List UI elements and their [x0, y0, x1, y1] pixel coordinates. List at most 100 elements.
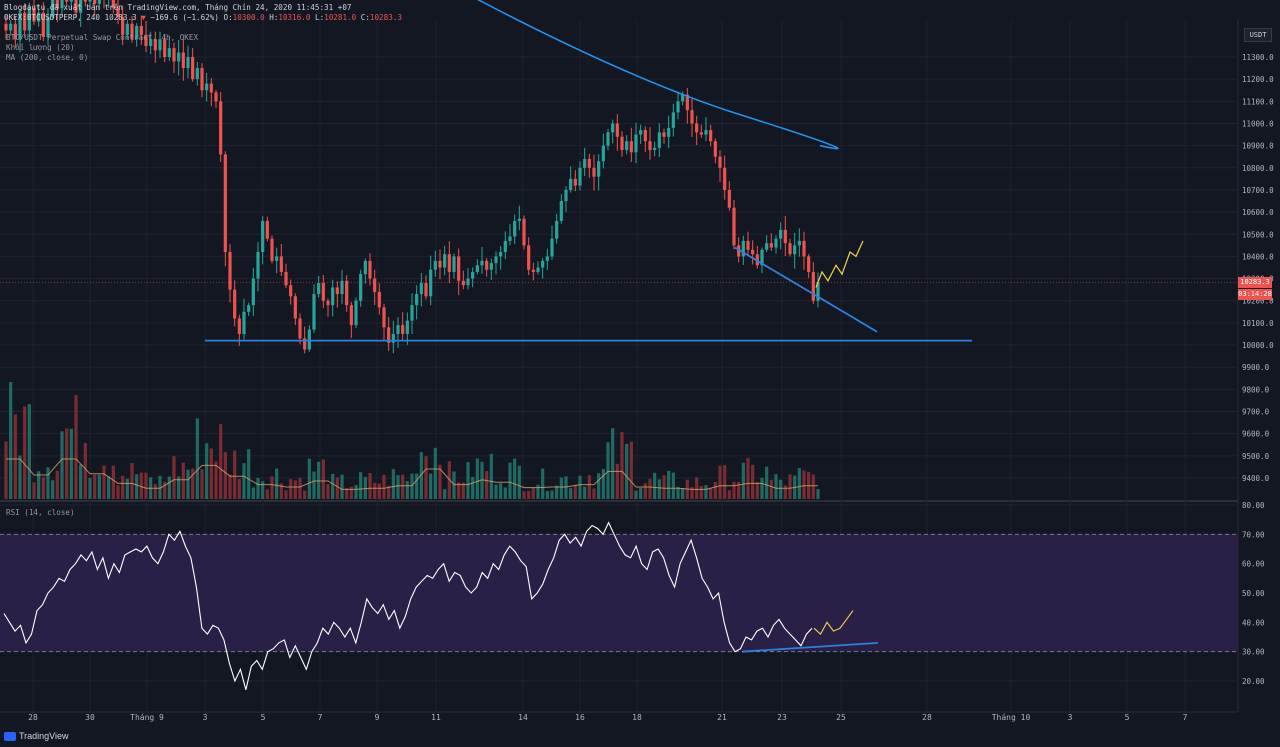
candle-body [4, 23, 8, 31]
candle-body [559, 201, 563, 221]
candle-body [79, 0, 83, 13]
volume-bar [130, 463, 134, 499]
contract-legend[interactable]: BTC/USDT Perpetual Swap Contract, 4h, OK… [6, 33, 199, 42]
volume-bar [578, 475, 582, 499]
date-tick-label: Tháng 9 [130, 713, 164, 722]
candle-body [751, 249, 755, 255]
volume-bar [788, 474, 792, 499]
rsi-legend[interactable]: RSI (14, close) [6, 508, 75, 517]
currency-badge[interactable]: USDT [1244, 28, 1272, 42]
date-tick-label: 9 [375, 713, 380, 722]
candle-body [690, 110, 694, 124]
candle-body [653, 147, 657, 151]
date-tick-label: 11 [431, 713, 441, 722]
volume-bar [457, 482, 461, 499]
candle-body [69, 0, 73, 2]
candle-body [536, 267, 540, 272]
volume-bar [639, 487, 643, 499]
candle-body [247, 305, 251, 312]
candle-body [321, 283, 325, 301]
volume-bar [289, 479, 293, 499]
volume-bar [219, 424, 223, 499]
candle-body [788, 243, 792, 255]
publish-line: Blogdautu đã xuất bản trên TradingView.c… [4, 3, 352, 12]
volume-bar [662, 475, 666, 499]
symbol-line: OKEX:BTCUSDTPERP, 240 10283.3 ▼ −169.6 (… [4, 13, 402, 23]
close-label: C: [360, 13, 370, 22]
candle-body [326, 300, 330, 306]
candle-body [755, 254, 759, 266]
volume-bar [475, 458, 479, 499]
candle-body [415, 294, 419, 306]
ma-legend[interactable]: MA (200, close, 0) [6, 53, 89, 62]
candle-body [172, 48, 176, 62]
volume-bar [4, 441, 8, 499]
volume-bar [32, 482, 36, 499]
candle-body [517, 218, 521, 221]
volume-bar [634, 490, 638, 499]
volume-bar [419, 452, 423, 499]
volume-bar [312, 471, 316, 499]
last-price: 10283.3 [104, 13, 137, 22]
candle-body [807, 256, 811, 272]
price-tick-label: 10500.0 [1242, 230, 1274, 239]
candle-body [769, 243, 773, 248]
volume-bar [65, 428, 69, 499]
candle-body [405, 320, 409, 334]
candle-body [317, 283, 321, 295]
candle-body [116, 8, 120, 18]
candle-body [583, 158, 587, 168]
candle-body [275, 256, 279, 261]
volume-bar [223, 452, 227, 499]
price-tick-label: 10100.0 [1242, 319, 1274, 328]
date-tick-label: 30 [85, 713, 95, 722]
volume-bar [452, 471, 456, 499]
candle-body [625, 141, 629, 151]
volume-bar [88, 478, 92, 499]
candle-body [639, 130, 643, 135]
price-tick-label: 10800.0 [1242, 164, 1274, 173]
candle-body [555, 220, 559, 239]
rsi-tick-label: 50.00 [1242, 589, 1265, 598]
volume-bar [13, 414, 17, 499]
volume-bar [681, 488, 685, 499]
volume-bar [536, 484, 540, 499]
candle-body [732, 207, 736, 246]
volume-bar [746, 457, 750, 499]
candle-body [615, 123, 619, 137]
candle-body [256, 251, 260, 279]
candle-body [37, 12, 41, 22]
candle-body [699, 132, 703, 135]
price-tick-label: 9800.0 [1242, 385, 1270, 394]
volume-bar [671, 472, 675, 499]
volume-legend[interactable]: Khối lượng (20) [6, 43, 75, 52]
candle-body [340, 280, 344, 295]
time-axis[interactable]: 28 30 Tháng 9 3 5 7 9 11 14 16 18 21 23 25 28 Tháng 10 3… [28, 713, 1187, 722]
candle-body [83, 0, 87, 2]
volume-bar [695, 477, 699, 499]
volume-bar [522, 491, 526, 499]
candle-body [349, 305, 353, 326]
price-change: −169.6 (−1.62%) [150, 13, 219, 22]
price-tick-label: 10700.0 [1242, 186, 1274, 195]
candle-body [387, 327, 391, 343]
volume-bar [573, 484, 577, 499]
candle-body [601, 145, 605, 162]
price-tick-label: 11000.0 [1242, 119, 1274, 128]
price-tick-label: 11100.0 [1242, 97, 1274, 106]
candle-body [592, 167, 596, 177]
volume-bar [531, 487, 535, 499]
volume-bar [494, 484, 498, 499]
candle-body [13, 23, 17, 40]
price-axis[interactable]: 11300.0 11200.0 11100.0 11000.0 10900.0 10800… [1242, 53, 1274, 686]
candle-body [550, 238, 554, 257]
candle-body [289, 285, 293, 297]
tradingview-logo[interactable]: TradingView [4, 731, 69, 741]
candle-body [261, 220, 265, 252]
volume-bar [615, 463, 619, 499]
chart-header: Blogdautu đã xuất bản trên TradingView.c… [4, 3, 402, 23]
volume-bar [415, 473, 419, 499]
volume-bar [625, 443, 629, 499]
volume-bar [429, 473, 433, 499]
